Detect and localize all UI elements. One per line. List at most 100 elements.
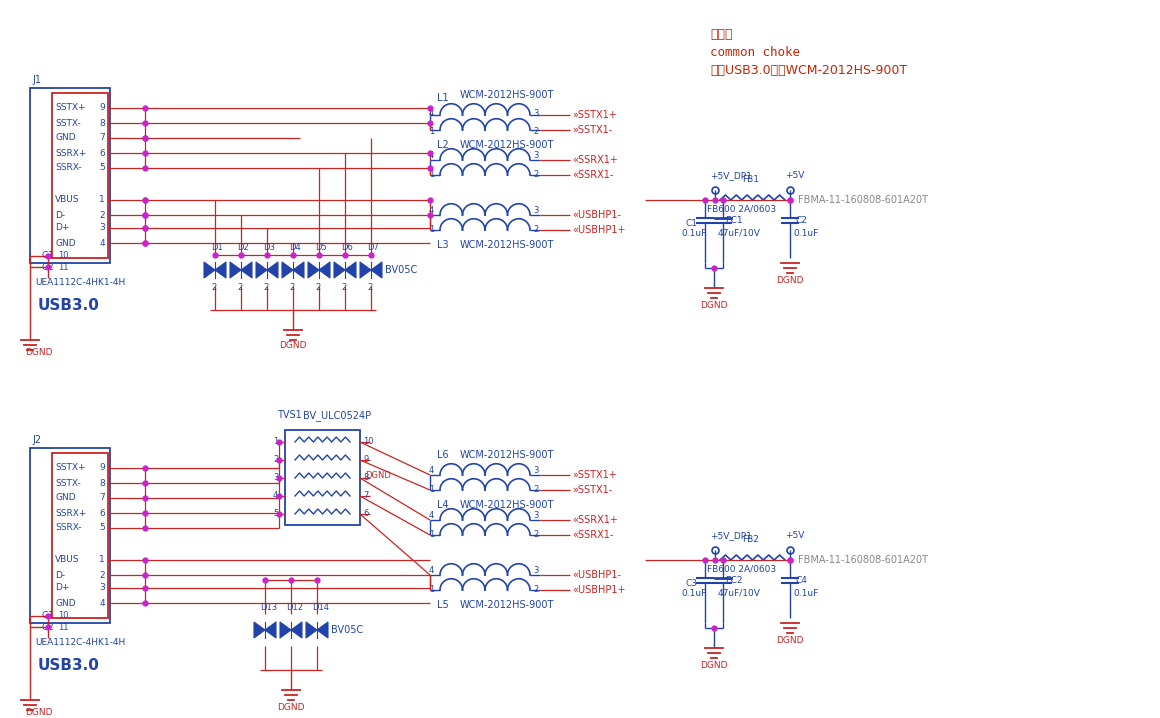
Text: L6: L6: [437, 450, 449, 460]
Text: 2: 2: [532, 128, 538, 136]
Text: G1: G1: [42, 251, 55, 261]
Text: 2: 2: [341, 284, 346, 292]
Text: 6: 6: [100, 508, 106, 518]
Text: D13: D13: [260, 604, 277, 612]
Text: D3: D3: [263, 243, 275, 253]
Text: 5: 5: [100, 164, 106, 172]
Polygon shape: [319, 262, 329, 278]
Text: 5: 5: [273, 510, 278, 518]
Polygon shape: [334, 262, 345, 278]
Text: DGND: DGND: [280, 341, 306, 350]
Text: SSTX-: SSTX-: [55, 118, 81, 128]
Text: 3: 3: [100, 223, 106, 233]
Text: 2: 2: [100, 210, 106, 220]
Polygon shape: [230, 262, 241, 278]
Text: G2: G2: [42, 263, 55, 271]
Bar: [52, 453, 108, 618]
Text: 2: 2: [211, 284, 216, 292]
Polygon shape: [204, 262, 215, 278]
Text: WCM-2012HS-900T: WCM-2012HS-900T: [461, 600, 554, 610]
Polygon shape: [345, 262, 356, 278]
Text: BV05C: BV05C: [385, 265, 418, 275]
Text: 9: 9: [100, 464, 106, 472]
Text: D2: D2: [237, 243, 248, 253]
Polygon shape: [267, 262, 278, 278]
Text: C4: C4: [795, 576, 807, 585]
Text: WCM-2012HS-900T: WCM-2012HS-900T: [461, 500, 554, 510]
Text: 0.1uF: 0.1uF: [793, 589, 818, 598]
Polygon shape: [241, 262, 252, 278]
Text: common choke: common choke: [710, 46, 800, 59]
Text: DGND: DGND: [26, 708, 52, 717]
Text: »SSTX1-: »SSTX1-: [572, 485, 612, 495]
Text: 2: 2: [367, 284, 372, 292]
Text: GND: GND: [55, 238, 75, 248]
Text: 1: 1: [100, 556, 106, 564]
Text: 4: 4: [429, 511, 434, 520]
Text: «USBHP1-: «USBHP1-: [572, 210, 621, 220]
Text: 备注：: 备注：: [710, 28, 732, 41]
Text: C1: C1: [686, 219, 697, 228]
Text: 2: 2: [532, 485, 538, 494]
Text: +5V_DP1: +5V_DP1: [710, 171, 752, 180]
Text: 11: 11: [58, 263, 68, 271]
Text: GND: GND: [55, 134, 75, 142]
Text: GND: GND: [55, 599, 75, 607]
Text: FB2: FB2: [742, 535, 759, 544]
Text: «SSRX1+: «SSRX1+: [572, 515, 618, 525]
Text: SSRX+: SSRX+: [55, 149, 86, 157]
Text: J2: J2: [32, 435, 41, 445]
Bar: [30, 88, 110, 263]
Text: 1: 1: [100, 195, 106, 205]
Polygon shape: [293, 262, 304, 278]
Text: D+: D+: [55, 223, 70, 233]
Text: 2: 2: [100, 571, 106, 579]
Text: 2: 2: [237, 284, 242, 292]
Text: 4: 4: [429, 466, 434, 475]
Text: 3: 3: [100, 584, 106, 592]
Text: «SSRX1-: «SSRX1-: [572, 170, 614, 180]
Bar: [52, 93, 108, 258]
Text: 7: 7: [100, 134, 106, 142]
Text: 4: 4: [100, 599, 106, 607]
Text: G2: G2: [42, 623, 55, 632]
Text: 0.1uF: 0.1uF: [793, 229, 818, 238]
Text: D1: D1: [211, 243, 223, 253]
Text: 7: 7: [363, 492, 369, 500]
Polygon shape: [215, 262, 226, 278]
Text: FBMA-11-160808-601A20T: FBMA-11-160808-601A20T: [798, 195, 928, 205]
Text: SSTX-: SSTX-: [55, 478, 81, 488]
Text: 6: 6: [363, 510, 369, 518]
Text: C2: C2: [795, 216, 807, 225]
Text: DGND: DGND: [699, 301, 727, 310]
Text: 5: 5: [100, 523, 106, 533]
Text: 2: 2: [532, 170, 538, 179]
Text: 8: 8: [100, 118, 106, 128]
Text: 1: 1: [429, 485, 434, 494]
Text: 10: 10: [58, 612, 68, 620]
Text: DGND: DGND: [776, 276, 804, 285]
Bar: [30, 448, 110, 623]
Text: 0.1uF: 0.1uF: [681, 589, 706, 598]
Text: 4: 4: [273, 492, 278, 500]
Text: SSRX-: SSRX-: [55, 523, 81, 533]
Text: 47uF/10V: 47uF/10V: [718, 589, 761, 598]
Text: «SSRX1+: «SSRX1+: [572, 155, 618, 165]
Polygon shape: [371, 262, 382, 278]
Text: WCM-2012HS-900T: WCM-2012HS-900T: [461, 450, 554, 460]
Text: SSRX-: SSRX-: [55, 164, 81, 172]
Text: D12: D12: [287, 604, 303, 612]
Text: 4: 4: [429, 206, 434, 215]
Text: 3: 3: [532, 151, 538, 160]
Text: 2: 2: [532, 225, 538, 234]
Text: +5V: +5V: [785, 531, 804, 540]
Text: 47uF/10V: 47uF/10V: [718, 229, 761, 238]
Text: 6: 6: [100, 149, 106, 157]
Text: BV_ULC0524P: BV_ULC0524P: [303, 410, 371, 421]
Text: 2: 2: [273, 455, 278, 465]
Text: J1: J1: [32, 75, 41, 85]
Text: «USBHP1+: «USBHP1+: [572, 585, 625, 595]
Text: 2: 2: [532, 585, 538, 594]
Text: D5: D5: [316, 243, 327, 253]
Text: 11: 11: [58, 623, 68, 632]
